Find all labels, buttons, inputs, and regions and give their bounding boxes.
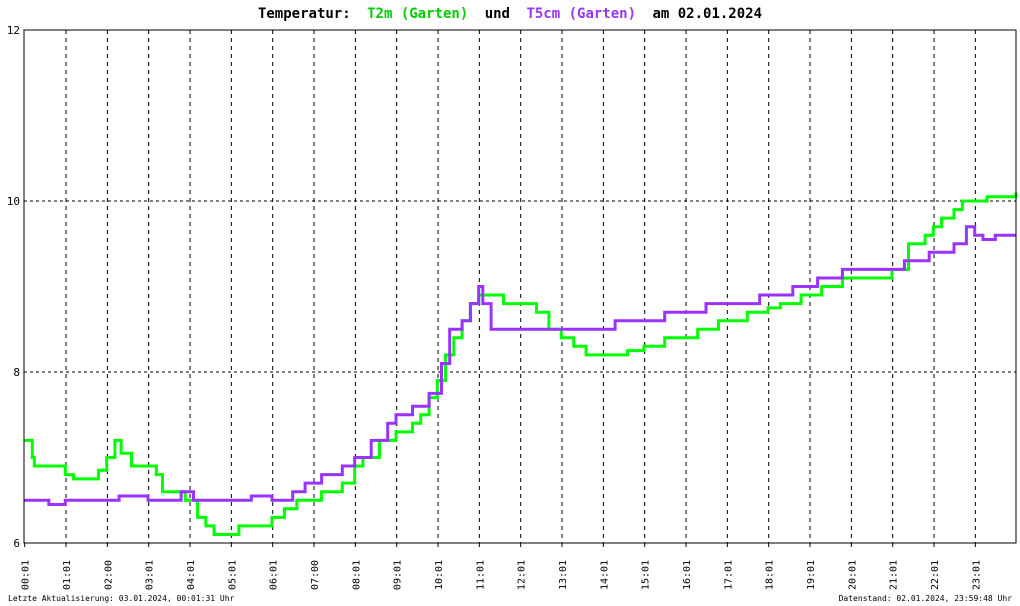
footer-data-status: Datenstand: 02.01.2024, 23:59:48 Uhr xyxy=(839,594,1013,603)
series-line-t2m xyxy=(24,192,1018,536)
x-tick-label: 05:01 xyxy=(227,560,238,590)
series-line-t5cm xyxy=(24,225,1016,506)
x-tick-label: 22:01 xyxy=(930,560,941,590)
y-tick-label: 8 xyxy=(13,366,20,379)
x-tick-label: 23:01 xyxy=(971,560,982,590)
chart-title: Temperatur: T2m (Garten) und T5cm (Garte… xyxy=(258,6,762,22)
x-tick-label: 18:01 xyxy=(765,560,776,590)
x-tick-label: 19:01 xyxy=(806,560,817,590)
y-axis-ticks: 6 8 10 12 xyxy=(7,24,20,550)
x-tick-label: 01:01 xyxy=(62,560,73,590)
x-tick-label: 06:01 xyxy=(269,560,280,590)
title-date: am 02.01.2024 xyxy=(652,6,762,22)
x-tick-label: 14:01 xyxy=(599,560,610,590)
x-tick-label: 21:01 xyxy=(889,560,900,590)
x-tick-label: 04:01 xyxy=(186,560,197,590)
y-tick-label: 6 xyxy=(13,537,20,550)
title-series-t2m: T2m (Garten) xyxy=(367,6,468,22)
x-tick-label: 17:01 xyxy=(723,560,734,590)
title-und: und xyxy=(485,6,510,22)
y-tick-label: 12 xyxy=(7,24,20,37)
x-tick-label: 13:01 xyxy=(558,560,569,590)
x-tick-label: 12:01 xyxy=(517,560,528,590)
x-tick-label: 09:01 xyxy=(393,560,404,590)
grid-lines xyxy=(24,30,1016,543)
x-axis-ticks: 00:01 01:01 02:00 03:01 04:01 05:01 06:01 07:00… xyxy=(21,543,982,590)
x-tick-label: 07:00 xyxy=(310,560,321,590)
x-tick-label: 02:00 xyxy=(103,560,114,590)
x-tick-label: 00:01 xyxy=(21,560,32,590)
title-series-t5cm: T5cm (Garten) xyxy=(526,6,636,22)
title-prefix: Temperatur: xyxy=(258,6,351,22)
x-tick-label: 20:01 xyxy=(847,560,858,590)
x-tick-label: 10:01 xyxy=(434,560,445,590)
x-tick-label: 03:01 xyxy=(145,560,156,590)
footer-last-update: Letzte Aktualisierung: 03.01.2024, 00:01… xyxy=(8,594,235,603)
x-tick-label: 15:01 xyxy=(641,560,652,590)
series-lines xyxy=(24,192,1018,536)
x-tick-label: 16:01 xyxy=(682,560,693,590)
plot-border xyxy=(23,29,1017,544)
y-tick-label: 10 xyxy=(7,195,20,208)
x-tick-label: 08:01 xyxy=(351,560,362,590)
x-tick-label: 11:01 xyxy=(475,560,486,590)
